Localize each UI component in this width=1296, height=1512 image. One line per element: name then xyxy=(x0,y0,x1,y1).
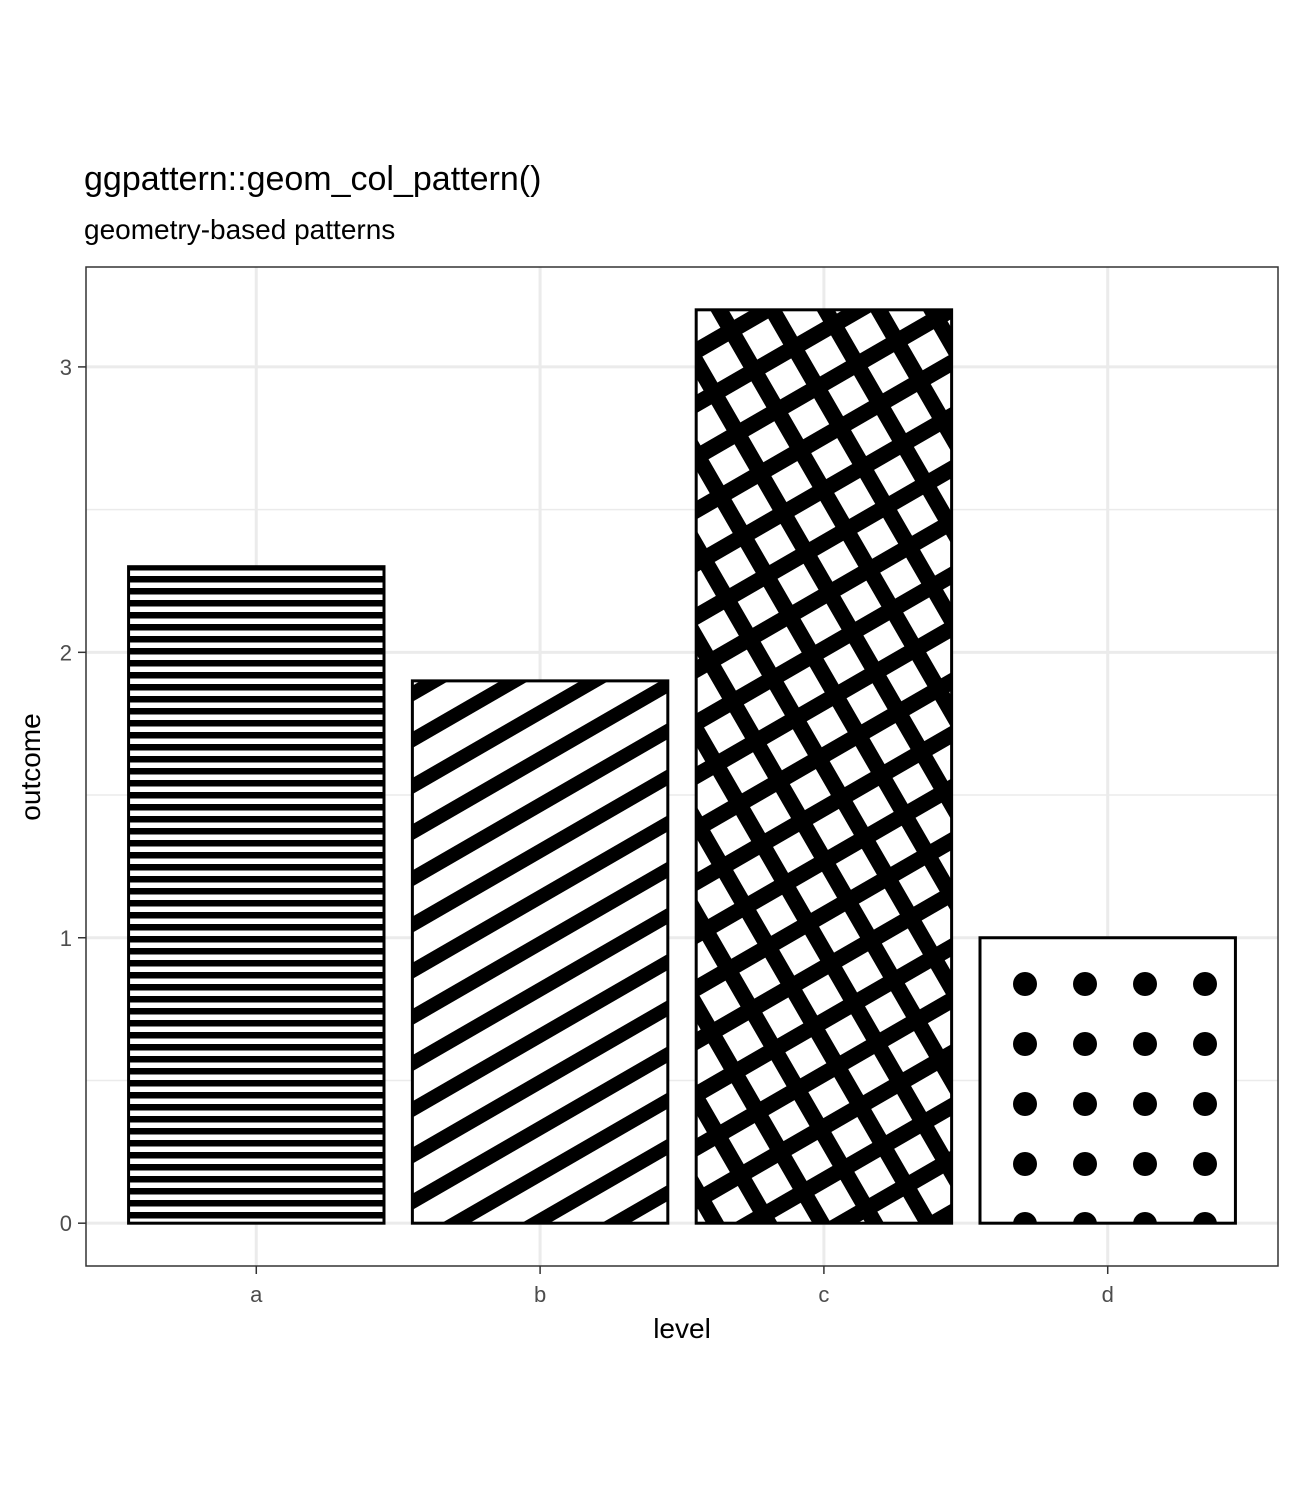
y-tick-label: 2 xyxy=(60,640,72,665)
x-tick-label: b xyxy=(534,1282,546,1307)
y-tick-label: 0 xyxy=(60,1211,72,1236)
bar-c xyxy=(694,308,954,1225)
bar-a xyxy=(127,565,386,1225)
axes: 0 1 2 3 a b c d xyxy=(60,355,1114,1307)
bars-group xyxy=(127,308,1237,1225)
y-tick-label: 1 xyxy=(60,926,72,951)
chart-title: ggpattern::geom_col_pattern() xyxy=(84,160,542,198)
y-tick-label: 3 xyxy=(60,355,72,380)
x-tick-label: a xyxy=(250,1282,263,1307)
x-tick-label: d xyxy=(1102,1282,1114,1307)
chart-subtitle: geometry-based patterns xyxy=(84,214,396,245)
bar-b xyxy=(410,679,670,1225)
bar-d xyxy=(978,936,1237,1225)
y-axis-title: outcome xyxy=(15,713,46,820)
x-tick-label: c xyxy=(818,1282,829,1307)
x-axis-title: level xyxy=(653,1313,711,1344)
panel-border xyxy=(85,266,1279,1267)
